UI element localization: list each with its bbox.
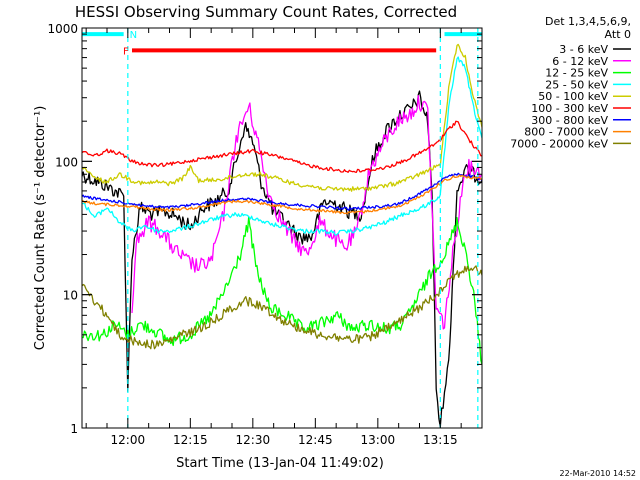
series-line-6-12-kev (131, 94, 482, 330)
x-tick-label: 13:00 (361, 433, 396, 447)
series-line-300-800-kev (82, 172, 482, 211)
series-line-800-7000-kev (82, 174, 482, 215)
flag-label-n: N (130, 30, 137, 41)
legend-label: 800 - 7000 keV (524, 126, 608, 139)
legend-label: 6 - 12 keV (552, 55, 608, 68)
legend-label: 3 - 6 keV (559, 43, 608, 56)
x-tick-label: 12:15 (173, 433, 208, 447)
x-tick-label: 13:15 (423, 433, 458, 447)
chart-title: HESSI Observing Summary Count Rates, Cor… (75, 3, 457, 21)
series-line-25-50-kev (82, 56, 482, 236)
y-tick-label: 10 (63, 289, 78, 303)
y-tick-label: 1 (70, 422, 78, 436)
legend-header-line-1: Det 1,3,4,5,6,9, (545, 15, 631, 28)
plot-frame (81, 27, 483, 429)
series-line-100-300-kev (82, 120, 482, 173)
legend-label: 50 - 100 keV (538, 90, 608, 103)
plot-area: NF 12:00 12:15 12:30 12:45 13:00 13:15 1 10 100 10… (47, 22, 483, 447)
legend-header-line-2: Att 0 (605, 28, 631, 41)
x-tick-label: 12:00 (111, 433, 146, 447)
flag-label-f: F (123, 46, 129, 57)
x-tick-label: 12:45 (298, 433, 333, 447)
legend-label: 7000 - 20000 keV (510, 137, 608, 150)
x-tick-label: 12:30 (236, 433, 271, 447)
legend-label: 300 - 800 keV (531, 114, 608, 127)
x-axis-title: Start Time (13-Jan-04 11:49:02) (176, 456, 384, 471)
timestamp-stamp: 22-Mar-2010 14:52 (560, 469, 637, 478)
series-line-12-25-kev (82, 216, 482, 365)
legend-label: 100 - 300 keV (531, 102, 608, 115)
series-line-3-6-kev (82, 90, 482, 428)
y-axis-title: Corrected Count Rate (s⁻¹ detector⁻¹) (33, 106, 48, 351)
series-line-50-100-kev (82, 43, 482, 192)
y-tick-label: 1000 (47, 22, 78, 36)
legend-label: 25 - 50 keV (545, 78, 608, 91)
series-line-7000-20000-kev (82, 265, 482, 350)
y-tick-label: 100 (55, 155, 78, 169)
series-group (82, 43, 482, 428)
legend-label: 12 - 25 keV (545, 67, 608, 80)
